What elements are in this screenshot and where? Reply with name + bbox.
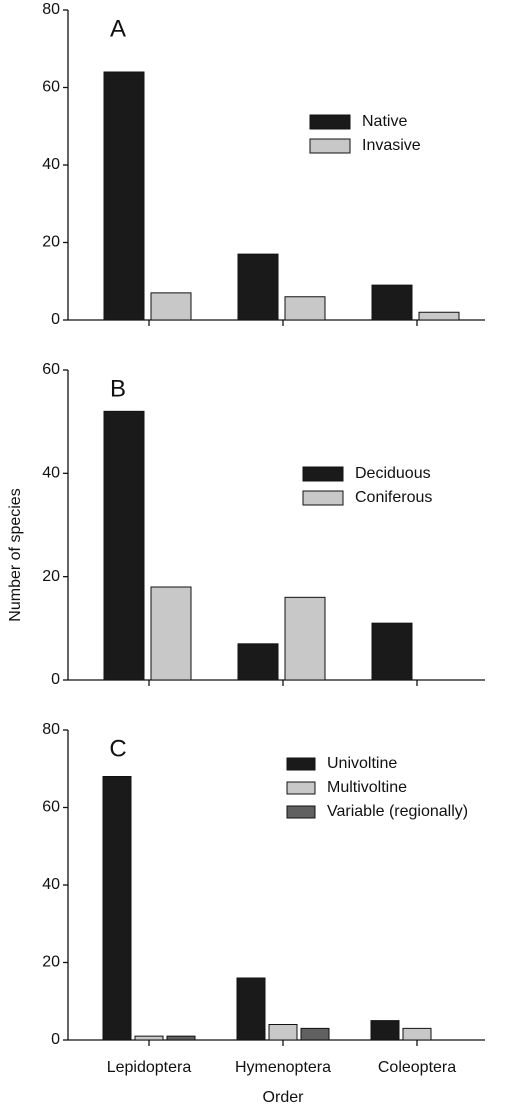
bar: [134, 1035, 164, 1041]
y-tick-label: 20: [42, 954, 60, 971]
legend-swatch: [286, 805, 316, 819]
y-tick-label: 80: [42, 1, 60, 18]
panel-label: C: [109, 735, 126, 762]
bar: [103, 410, 145, 681]
bar: [236, 977, 266, 1041]
bar: [150, 586, 192, 681]
y-tick-label: 60: [42, 799, 60, 816]
bar: [418, 311, 460, 321]
bar: [284, 596, 326, 681]
bar: [103, 71, 145, 321]
bar: [370, 1020, 400, 1041]
y-tick-label: 60: [42, 361, 60, 378]
bar: [284, 296, 326, 321]
y-tick-label: 80: [42, 721, 60, 738]
bar: [166, 1035, 196, 1041]
bar: [237, 643, 279, 681]
y-tick-label: 0: [51, 671, 60, 688]
y-tick-label: 40: [42, 465, 60, 482]
legend-label: Variable (regionally): [327, 803, 468, 820]
y-tick-label: 0: [51, 311, 60, 328]
legend-swatch: [309, 114, 351, 130]
bar: [102, 776, 132, 1041]
bar: [371, 284, 413, 321]
bar: [237, 253, 279, 321]
legend-label: Coniferous: [355, 489, 432, 506]
legend-label: Deciduous: [355, 465, 431, 482]
legend-swatch: [302, 490, 344, 506]
legend-swatch: [286, 757, 316, 771]
x-tick-label: Hymenoptera: [235, 1059, 331, 1076]
legend-swatch: [309, 138, 351, 154]
y-tick-label: 40: [42, 876, 60, 893]
bar: [371, 622, 413, 681]
y-tick-label: 60: [42, 79, 60, 96]
legend-label: Univoltine: [327, 755, 397, 772]
legend-label: Multivoltine: [327, 779, 407, 796]
bar: [300, 1027, 330, 1041]
y-tick-label: 0: [51, 1031, 60, 1048]
legend-label: Invasive: [362, 137, 421, 154]
y-tick-label: 20: [42, 568, 60, 585]
x-axis-label: Order: [263, 1089, 305, 1106]
panel-label: B: [110, 375, 126, 402]
panel-label: A: [110, 15, 126, 42]
bar: [268, 1024, 298, 1041]
legend-swatch: [286, 781, 316, 795]
legend-swatch: [302, 466, 344, 482]
legend-label: Native: [362, 113, 407, 130]
x-tick-label: Lepidoptera: [107, 1059, 192, 1076]
y-axis-label: Number of species: [7, 488, 24, 621]
bar: [150, 292, 192, 321]
bar: [402, 1027, 432, 1041]
y-tick-label: 40: [42, 156, 60, 173]
x-tick-label: Coleoptera: [378, 1059, 456, 1076]
y-tick-label: 20: [42, 234, 60, 251]
